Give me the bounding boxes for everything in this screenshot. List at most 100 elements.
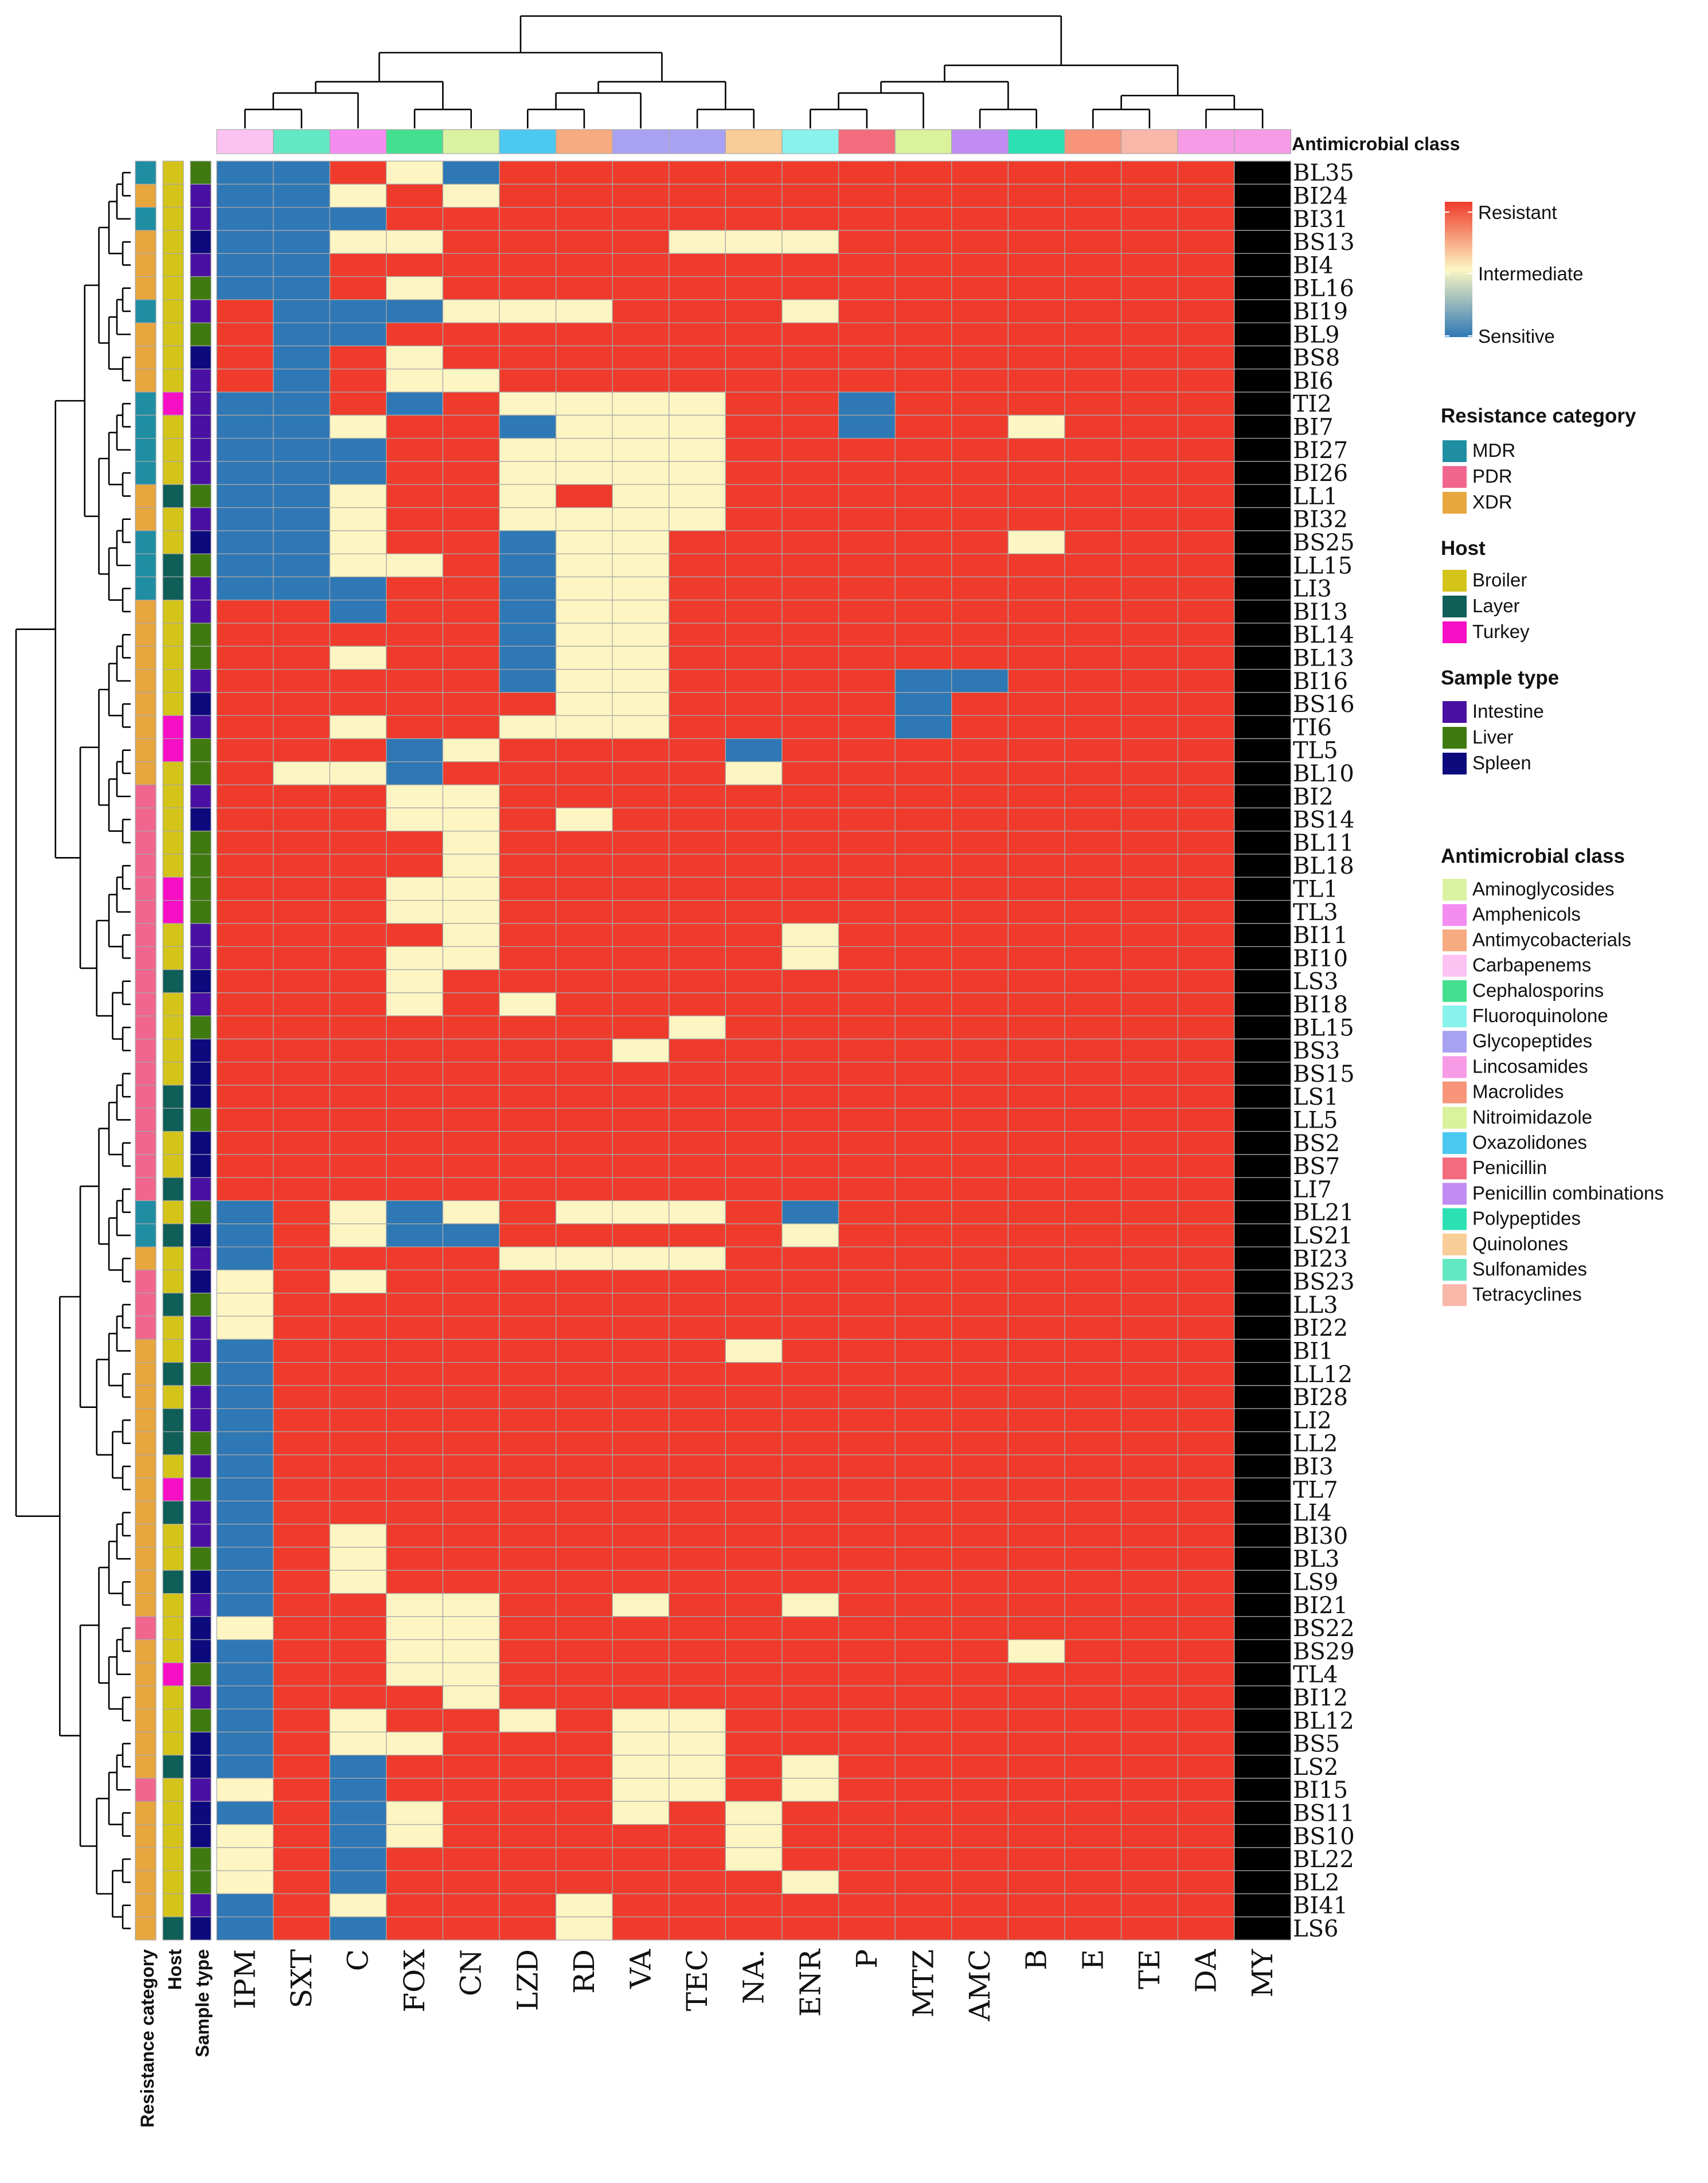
- annotation-sample-type-li7-intestine: [190, 1177, 212, 1202]
- antimicrobial-class-annotation-label: Antimicrobial class: [1292, 134, 1460, 154]
- cell-bi41-da-resistant: [1177, 1893, 1235, 1918]
- cell-bl2-tec-resistant: [669, 1870, 726, 1895]
- legend-label-lincosamides: Lincosamides: [1472, 1055, 1588, 1077]
- annotation-resistance-category-bs7-pdr: [135, 1154, 157, 1178]
- annotation-resistance-category-bi2-pdr: [135, 784, 157, 808]
- cell-bs7-b-resistant: [1007, 1154, 1065, 1178]
- cell-bl9-da-resistant: [1177, 322, 1235, 347]
- column-label-fox: FOX: [398, 1949, 431, 2013]
- legend-swatch-nitroimidazole: [1443, 1106, 1467, 1129]
- cell-ti2-va-intermediate: [612, 392, 670, 416]
- annotation-resistance-category-bs16-xdr: [135, 692, 157, 716]
- cell-bs10-fox-intermediate: [386, 1824, 444, 1848]
- cell-bs11-tec-resistant: [669, 1801, 726, 1825]
- cell-bs25-va-intermediate: [612, 530, 670, 554]
- cell-bl16-va-resistant: [612, 276, 670, 300]
- cell-bi16-tec-resistant: [669, 668, 726, 693]
- cell-ti2-te-resistant: [1120, 392, 1178, 416]
- cell-ti6-da-resistant: [1177, 715, 1235, 740]
- cell-bs25-amc-resistant: [951, 530, 1009, 554]
- cell-bi41-my-undefined: [1234, 1893, 1292, 1918]
- cell-ls3-e-resistant: [1064, 969, 1122, 993]
- cell-bl2-te-resistant: [1120, 1870, 1178, 1895]
- cell-bi10-sxt-resistant: [272, 946, 330, 971]
- cell-bi16-c-resistant: [329, 668, 387, 693]
- cell-ll2-tec-resistant: [669, 1431, 726, 1456]
- cell-ll12-na-resistant: [725, 1362, 783, 1386]
- cell-bs10-da-resistant: [1177, 1824, 1235, 1848]
- cell-ls3-ipm-resistant: [216, 969, 274, 993]
- cell-bs13-sxt-sensitive: [272, 230, 330, 254]
- cell-bi32-te-resistant: [1120, 507, 1178, 531]
- cell-bl3-c-intermediate: [329, 1547, 387, 1571]
- row-label-bi12: BI12: [1293, 1685, 1348, 1711]
- cell-bl3-cn-resistant: [442, 1547, 500, 1571]
- cell-tl1-cn-intermediate: [442, 877, 500, 901]
- cell-bs15-p-resistant: [838, 1062, 896, 1086]
- cell-ll15-da-resistant: [1177, 553, 1235, 578]
- cell-bi11-enr-intermediate: [781, 923, 839, 947]
- cell-bl10-amc-resistant: [951, 761, 1009, 785]
- cell-bi31-cn-resistant: [442, 206, 500, 231]
- cell-ls1-c-resistant: [329, 1085, 387, 1109]
- annotation-host-bs11-broiler: [162, 1801, 184, 1825]
- cell-bl9-enr-resistant: [781, 322, 839, 347]
- cell-tl3-da-resistant: [1177, 899, 1235, 924]
- cell-bs23-lzd-resistant: [499, 1269, 557, 1294]
- cell-tl4-fox-intermediate: [386, 1662, 444, 1687]
- cell-ti2-mtz-resistant: [894, 392, 952, 416]
- cell-bi6-c-resistant: [329, 369, 387, 393]
- cell-bl12-my-undefined: [1234, 1708, 1292, 1733]
- cell-bs8-amc-resistant: [951, 345, 1009, 370]
- cell-bl18-c-resistant: [329, 854, 387, 878]
- cell-ll15-my-undefined: [1234, 553, 1292, 578]
- cell-ll3-cn-resistant: [442, 1293, 500, 1317]
- cell-bi28-lzd-resistant: [499, 1385, 557, 1409]
- cell-bl18-amc-resistant: [951, 854, 1009, 878]
- cell-bi3-sxt-resistant: [272, 1454, 330, 1478]
- cell-bs5-na-resistant: [725, 1731, 783, 1756]
- annotation-resistance-category-bs23-pdr: [135, 1269, 157, 1294]
- cell-bl21-mtz-resistant: [894, 1200, 952, 1224]
- annotation-host-tl3-turkey: [162, 899, 184, 924]
- cell-ls6-rd-intermediate: [555, 1916, 613, 1941]
- cell-bi28-rd-resistant: [555, 1385, 613, 1409]
- annotation-host-bi24-broiler: [162, 183, 184, 208]
- cell-bi22-sxt-resistant: [272, 1316, 330, 1340]
- cell-bl35-ipm-sensitive: [216, 161, 274, 185]
- cell-ls6-amc-resistant: [951, 1916, 1009, 1941]
- cell-bl11-rd-resistant: [555, 831, 613, 855]
- annotation-host-bs13-broiler: [162, 230, 184, 254]
- cell-bi31-da-resistant: [1177, 206, 1235, 231]
- cell-ll1-p-resistant: [838, 484, 896, 508]
- cell-bi18-enr-resistant: [781, 992, 839, 1016]
- cell-bs22-fox-intermediate: [386, 1616, 444, 1640]
- cell-ti2-tec-intermediate: [669, 392, 726, 416]
- cell-li3-sxt-sensitive: [272, 576, 330, 601]
- annotation-host-ll5-layer: [162, 1108, 184, 1132]
- cell-bs7-mtz-resistant: [894, 1154, 952, 1178]
- cell-ll15-e-resistant: [1064, 553, 1122, 578]
- cell-bi31-tec-resistant: [669, 206, 726, 231]
- cell-bs2-my-undefined: [1234, 1130, 1292, 1155]
- cell-bs3-rd-resistant: [555, 1038, 613, 1063]
- annotation-host-bi19-broiler: [162, 299, 184, 323]
- row-label-ll2: LL2: [1293, 1431, 1338, 1457]
- cell-ls21-na-resistant: [725, 1223, 783, 1247]
- cell-bl15-va-resistant: [612, 1015, 670, 1040]
- legend-label-spleen: Spleen: [1472, 752, 1531, 773]
- column-label-na: NA.: [737, 1949, 771, 2004]
- cell-tl7-da-resistant: [1177, 1477, 1235, 1502]
- cell-bi4-cn-resistant: [442, 253, 500, 277]
- cell-bi26-c-sensitive: [329, 461, 387, 485]
- cell-li7-my-undefined: [1234, 1177, 1292, 1202]
- cell-ls1-amc-resistant: [951, 1085, 1009, 1109]
- legend-title-host: Host: [1441, 537, 1486, 560]
- cell-bi2-lzd-resistant: [499, 784, 557, 809]
- annotation-sample-type-bi32-intestine: [190, 507, 212, 531]
- column-label-c: C: [342, 1949, 375, 1971]
- cell-bs25-mtz-resistant: [894, 530, 952, 554]
- cell-bi24-sxt-sensitive: [272, 183, 330, 208]
- annotation-resistance-category-bi7-mdr: [135, 414, 157, 439]
- cell-bi19-e-resistant: [1064, 299, 1122, 323]
